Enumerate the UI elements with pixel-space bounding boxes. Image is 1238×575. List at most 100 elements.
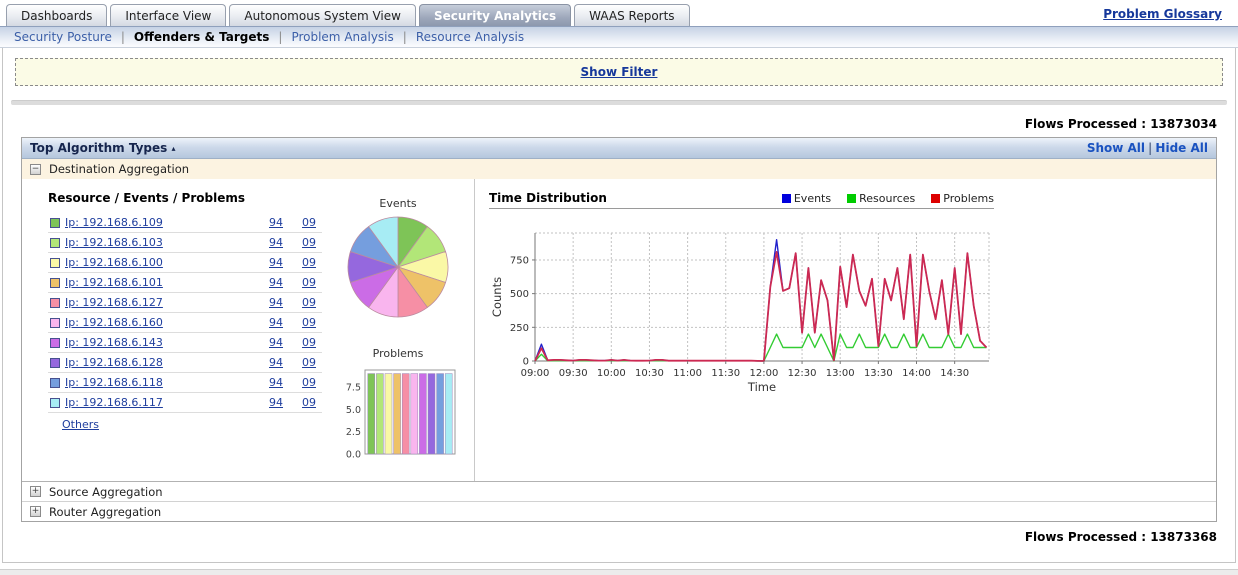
- problems-count-link[interactable]: 09: [302, 296, 316, 309]
- time-distribution-panel: Time Distribution Events Resources Problem…: [474, 179, 1216, 481]
- events-count-link[interactable]: 94: [269, 216, 283, 229]
- resource-list-item: Ip: 192.168.6.109 94 09: [48, 213, 322, 233]
- resource-ip-link[interactable]: Ip: 192.168.6.100: [65, 256, 163, 269]
- svg-text:13:30: 13:30: [864, 368, 893, 379]
- resource-list-item: Ip: 192.168.6.143 94 09: [48, 333, 322, 353]
- time-distribution-header: Time Distribution Events Resources Problem…: [489, 191, 994, 209]
- destination-aggregation-row: − Destination Aggregation: [22, 159, 1216, 179]
- events-count-link[interactable]: 94: [269, 256, 283, 269]
- color-swatch-icon: [50, 357, 60, 368]
- color-swatch-icon: [50, 317, 60, 328]
- svg-text:750: 750: [510, 255, 529, 266]
- svg-text:5.0: 5.0: [346, 405, 361, 416]
- svg-text:12:00: 12:00: [749, 368, 778, 379]
- problems-count-link[interactable]: 09: [302, 236, 316, 249]
- others-link[interactable]: Others: [62, 418, 99, 431]
- resource-ip-link[interactable]: Ip: 192.168.6.128: [65, 356, 163, 369]
- subnav-offenders-targets[interactable]: Offenders & Targets: [133, 30, 270, 44]
- tab-label: Dashboards: [21, 9, 93, 23]
- problems-count-link[interactable]: 09: [302, 216, 316, 229]
- hide-all-link[interactable]: Hide All: [1155, 141, 1208, 155]
- problems-count-link[interactable]: 09: [302, 376, 316, 389]
- collapse-indicator-icon[interactable]: ▴: [171, 144, 176, 153]
- events-count-link[interactable]: 94: [269, 396, 283, 409]
- filter-area: Show Filter: [3, 48, 1235, 94]
- color-swatch-icon: [50, 277, 60, 288]
- events-count-link[interactable]: 94: [269, 236, 283, 249]
- svg-text:7.5: 7.5: [346, 382, 361, 393]
- events-count-link[interactable]: 94: [269, 356, 283, 369]
- secondary-nav-bar: Security Posture | Offenders & Targets |…: [0, 26, 1238, 48]
- svg-text:10:30: 10:30: [635, 368, 664, 379]
- resource-ip-link[interactable]: Ip: 192.168.6.118: [65, 376, 163, 389]
- svg-text:09:00: 09:00: [521, 368, 550, 379]
- events-count-link[interactable]: 94: [269, 316, 283, 329]
- collapse-toggle-icon[interactable]: −: [30, 163, 41, 175]
- problems-count-link[interactable]: 09: [302, 276, 316, 289]
- resource-ip-link[interactable]: Ip: 192.168.6.117: [65, 396, 163, 409]
- expand-toggle-icon[interactable]: +: [30, 486, 41, 497]
- problems-count-link[interactable]: 09: [302, 316, 316, 329]
- events-pie-chart: [347, 216, 449, 318]
- color-swatch-icon: [50, 257, 60, 268]
- svg-text:Counts: Counts: [490, 277, 504, 317]
- problems-count-link[interactable]: 09: [302, 256, 316, 269]
- flows-processed-top: Flows Processed : 13873034: [1024, 117, 1217, 131]
- legend-swatch-icon: [847, 194, 857, 203]
- svg-text:11:00: 11:00: [673, 368, 702, 379]
- svg-text:10:00: 10:00: [597, 368, 626, 379]
- events-pie-title: Events: [379, 197, 417, 210]
- svg-text:14:00: 14:00: [902, 368, 931, 379]
- subnav-resource-analysis[interactable]: Resource Analysis: [415, 30, 525, 44]
- resource-list-item: Ip: 192.168.6.117 94 09: [48, 393, 322, 413]
- tab-autonomous-system-view[interactable]: Autonomous System View: [229, 4, 416, 26]
- problem-glossary-link[interactable]: Problem Glossary: [1103, 7, 1222, 21]
- expand-toggle-icon[interactable]: +: [30, 506, 41, 517]
- tab-waas-reports[interactable]: WAAS Reports: [574, 4, 690, 26]
- mini-charts-panel: Events Problems 0.0 2.5 5.0 7.5: [322, 179, 474, 481]
- color-swatch-icon: [50, 237, 60, 248]
- problems-bar-title: Problems: [372, 347, 424, 360]
- tab-interface-view[interactable]: Interface View: [110, 4, 227, 26]
- tab-security-analytics[interactable]: Security Analytics: [418, 4, 572, 26]
- resource-list-item: Ip: 192.168.6.118 94 09: [48, 373, 322, 393]
- destination-aggregation-content: Resource / Events / Problems Ip: 192.168…: [22, 179, 1216, 481]
- events-count-link[interactable]: 94: [269, 376, 283, 389]
- legend-item-problems: Problems: [931, 192, 994, 205]
- resource-ip-link[interactable]: Ip: 192.168.6.103: [65, 236, 163, 249]
- problems-count-link[interactable]: 09: [302, 336, 316, 349]
- others-row: Others: [48, 413, 322, 434]
- subnav-security-posture[interactable]: Security Posture: [14, 30, 112, 44]
- tab-label: Autonomous System View: [244, 9, 401, 23]
- bottom-strip: [0, 569, 1238, 575]
- resource-ip-link[interactable]: Ip: 192.168.6.160: [65, 316, 163, 329]
- svg-text:0: 0: [523, 357, 529, 368]
- router-aggregation-row: + Router Aggregation: [22, 501, 1216, 521]
- problems-count-link[interactable]: 09: [302, 396, 316, 409]
- legend-swatch-icon: [931, 194, 941, 203]
- events-count-link[interactable]: 94: [269, 276, 283, 289]
- section-title-text: Top Algorithm Types: [30, 141, 168, 155]
- subnav-problem-analysis[interactable]: Problem Analysis: [291, 30, 394, 44]
- events-count-link[interactable]: 94: [269, 336, 283, 349]
- time-distribution-title: Time Distribution: [489, 191, 607, 205]
- resource-ip-link[interactable]: Ip: 192.168.6.101: [65, 276, 163, 289]
- tab-dashboards[interactable]: Dashboards: [6, 4, 108, 26]
- color-swatch-icon: [50, 217, 60, 228]
- svg-text:11:30: 11:30: [711, 368, 740, 379]
- source-aggregation-label: Source Aggregation: [49, 484, 163, 499]
- resource-ip-link[interactable]: Ip: 192.168.6.127: [65, 296, 163, 309]
- events-count-link[interactable]: 94: [269, 296, 283, 309]
- color-swatch-icon: [50, 377, 60, 388]
- destination-aggregation-label: Destination Aggregation: [49, 162, 190, 176]
- tab-label: WAAS Reports: [589, 9, 675, 23]
- resource-ip-link[interactable]: Ip: 192.168.6.109: [65, 216, 163, 229]
- problems-count-link[interactable]: 09: [302, 356, 316, 369]
- show-all-link[interactable]: Show All: [1086, 141, 1146, 155]
- filter-box: Show Filter: [15, 58, 1223, 86]
- resource-panel-header: Resource / Events / Problems: [48, 191, 245, 205]
- time-legend: Events Resources Problems: [781, 192, 994, 205]
- resource-ip-link[interactable]: Ip: 192.168.6.143: [65, 336, 163, 349]
- show-filter-link[interactable]: Show Filter: [580, 65, 658, 79]
- section-links: Show All | Hide All: [1087, 141, 1208, 155]
